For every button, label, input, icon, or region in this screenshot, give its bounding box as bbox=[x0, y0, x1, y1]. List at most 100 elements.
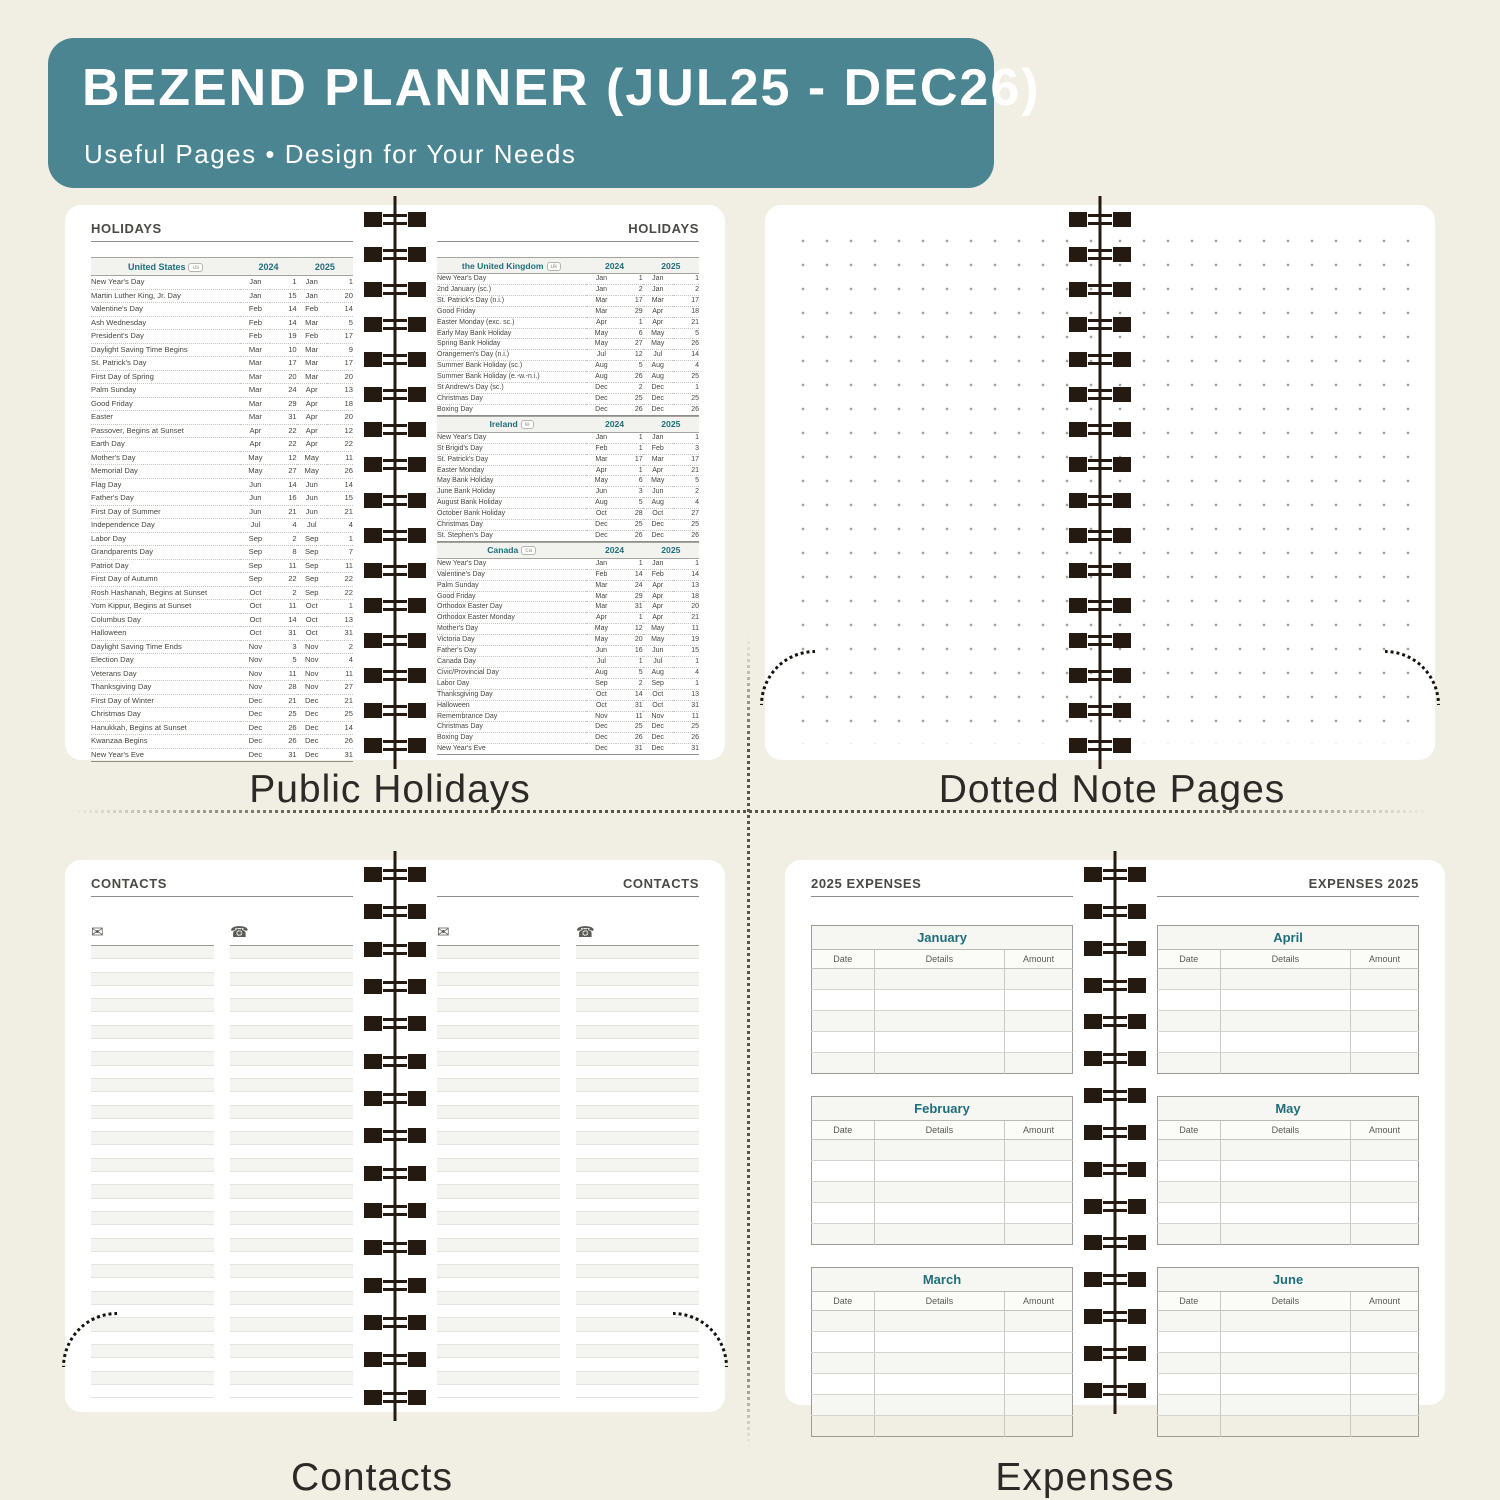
holiday-row: Daylight Saving Time Begins Mar 10 Mar 9 bbox=[91, 343, 353, 357]
contact-line bbox=[230, 986, 353, 1000]
expense-column-header: Details bbox=[873, 949, 1005, 969]
month-header: May bbox=[1157, 1096, 1419, 1121]
month-header: March bbox=[811, 1267, 1073, 1292]
contact-line bbox=[437, 1119, 560, 1133]
spiral-ring bbox=[1084, 1345, 1146, 1361]
contact-line bbox=[576, 1225, 699, 1239]
spiral-binding bbox=[364, 851, 426, 1421]
holiday-row: Orangemen's Day (n.i.) Jul 12 Jul 14 bbox=[437, 349, 699, 362]
contact-line bbox=[230, 1305, 353, 1319]
contact-line bbox=[576, 1211, 699, 1226]
spiral-ring bbox=[1084, 940, 1146, 956]
holiday-row: Easter Monday Apr 1 Apr 21 bbox=[437, 465, 699, 477]
contacts-page-header-left: CONTACTS bbox=[91, 876, 353, 897]
expense-column-header: Date bbox=[1157, 949, 1221, 969]
holiday-row: Boxing Day Dec 26 Dec 26 bbox=[437, 732, 699, 745]
phone-icon: ☎ bbox=[230, 924, 249, 941]
contact-line bbox=[437, 946, 560, 960]
expense-month-january: January Date Details Amount bbox=[811, 925, 1073, 1074]
expense-blank-row bbox=[1157, 1373, 1419, 1395]
expense-blank-row bbox=[812, 1415, 1073, 1437]
contact-line bbox=[576, 1252, 699, 1266]
contact-line bbox=[437, 1132, 560, 1146]
contact-line bbox=[91, 1199, 214, 1212]
holiday-row: St Andrew's Day (sc.) Dec 2 Dec 1 bbox=[437, 382, 699, 394]
caption-expenses: Expenses bbox=[995, 1456, 1175, 1499]
spiral-ring bbox=[1069, 422, 1131, 438]
contact-lines-column bbox=[91, 946, 214, 1399]
holiday-row: August Bank Holiday Aug 5 Aug 4 bbox=[437, 497, 699, 510]
expense-column-header: Amount bbox=[1350, 949, 1419, 969]
spiral-spine bbox=[1113, 851, 1117, 1414]
spiral-ring bbox=[1069, 667, 1131, 683]
expense-blank-row bbox=[1157, 989, 1419, 1011]
expenses-page-header-right: EXPENSES 2025 bbox=[1157, 876, 1419, 897]
contact-line bbox=[576, 1332, 699, 1345]
contact-line bbox=[230, 1358, 353, 1372]
country-badge: uk bbox=[546, 261, 562, 271]
contacts-page-right: CONTACTS ✉ ☎ bbox=[395, 860, 725, 1412]
contact-line bbox=[91, 1066, 214, 1079]
contacts-panel: CONTACTS ✉ ☎ CONTACTS ✉ ☎ bbox=[65, 851, 725, 1421]
contact-line bbox=[91, 1371, 214, 1385]
holiday-table-ireland: Ireland ie 2024 2025 New Year's Day Jan 1 Jan 1 S… bbox=[437, 415, 699, 542]
spiral-ring bbox=[364, 1240, 426, 1256]
contact-line bbox=[437, 1318, 560, 1332]
expenses-page-right: EXPENSES 2025 April Date Details Amount May D… bbox=[1115, 860, 1445, 1437]
country-header: Ireland ie bbox=[437, 415, 587, 433]
expense-blank-row bbox=[1157, 1052, 1419, 1074]
spiral-ring bbox=[1084, 1309, 1146, 1325]
spiral-ring bbox=[364, 247, 426, 263]
expense-blank-row bbox=[811, 1010, 1073, 1032]
expense-column-header: Date bbox=[811, 1291, 875, 1311]
contact-line bbox=[230, 1066, 353, 1079]
spiral-ring bbox=[364, 317, 426, 333]
spiral-ring bbox=[1084, 903, 1146, 919]
expense-blank-row bbox=[1157, 1010, 1419, 1032]
contact-line bbox=[230, 1265, 353, 1279]
expense-column-header: Amount bbox=[1004, 1120, 1073, 1140]
holiday-row: Martin Luther King, Jr. Day Jan 15 Jan 20 bbox=[91, 289, 353, 303]
holiday-row: Summer Bank Holiday (e.-w.-n.i.) Aug 26 Aug… bbox=[437, 371, 699, 384]
contact-line bbox=[576, 1371, 699, 1385]
dot-grid-left-page bbox=[783, 221, 1100, 744]
contact-line bbox=[230, 1012, 353, 1026]
contact-line bbox=[437, 1012, 560, 1026]
expense-blank-row bbox=[811, 968, 1073, 990]
holiday-row: Summer Bank Holiday (sc.) Aug 5 Aug 4 bbox=[437, 360, 699, 373]
contact-line bbox=[91, 1145, 214, 1159]
contact-line bbox=[230, 972, 353, 986]
contact-lines-column bbox=[576, 946, 699, 1399]
contact-line bbox=[576, 986, 699, 1000]
contact-line bbox=[230, 999, 353, 1013]
contact-line bbox=[230, 1291, 353, 1306]
contact-line bbox=[576, 1132, 699, 1146]
contact-column-email: ✉ bbox=[91, 923, 214, 1399]
holiday-row: Easter Mar 31 Apr 20 bbox=[91, 410, 353, 425]
country-header: United States us bbox=[91, 257, 241, 276]
holiday-row: Memorial Day May 27 May 26 bbox=[91, 464, 353, 479]
spiral-ring bbox=[1084, 1198, 1146, 1214]
expense-month-february: February Date Details Amount bbox=[811, 1096, 1073, 1245]
expense-blank-row bbox=[1157, 1202, 1419, 1224]
contact-line bbox=[437, 1078, 560, 1093]
spiral-ring bbox=[364, 527, 426, 543]
holiday-row: 2nd January (sc.) Jan 2 Jan 2 bbox=[437, 284, 699, 296]
spiral-ring bbox=[1084, 867, 1146, 882]
holiday-row: Good Friday Mar 29 Apr 18 bbox=[437, 306, 699, 318]
contact-line bbox=[576, 1078, 699, 1093]
contact-line bbox=[576, 1119, 699, 1133]
holiday-row: Father's Day Jun 16 Jun 15 bbox=[437, 645, 699, 657]
expense-blank-row bbox=[1157, 1310, 1419, 1332]
spiral-ring bbox=[364, 904, 426, 920]
holiday-row: New Year's Day Jan 1 Jan 1 bbox=[437, 273, 699, 285]
holiday-row: Christmas Day Dec 25 Dec 25 bbox=[437, 393, 699, 405]
year-column-header: 2024 bbox=[240, 257, 297, 276]
contact-line bbox=[576, 1092, 699, 1106]
contact-line bbox=[230, 1252, 353, 1266]
expense-blank-row bbox=[1158, 1415, 1419, 1437]
spiral-ring bbox=[364, 1128, 426, 1144]
contact-line bbox=[91, 1132, 214, 1146]
year-column-header: 2025 bbox=[642, 541, 699, 559]
spiral-ring bbox=[1084, 1124, 1146, 1140]
